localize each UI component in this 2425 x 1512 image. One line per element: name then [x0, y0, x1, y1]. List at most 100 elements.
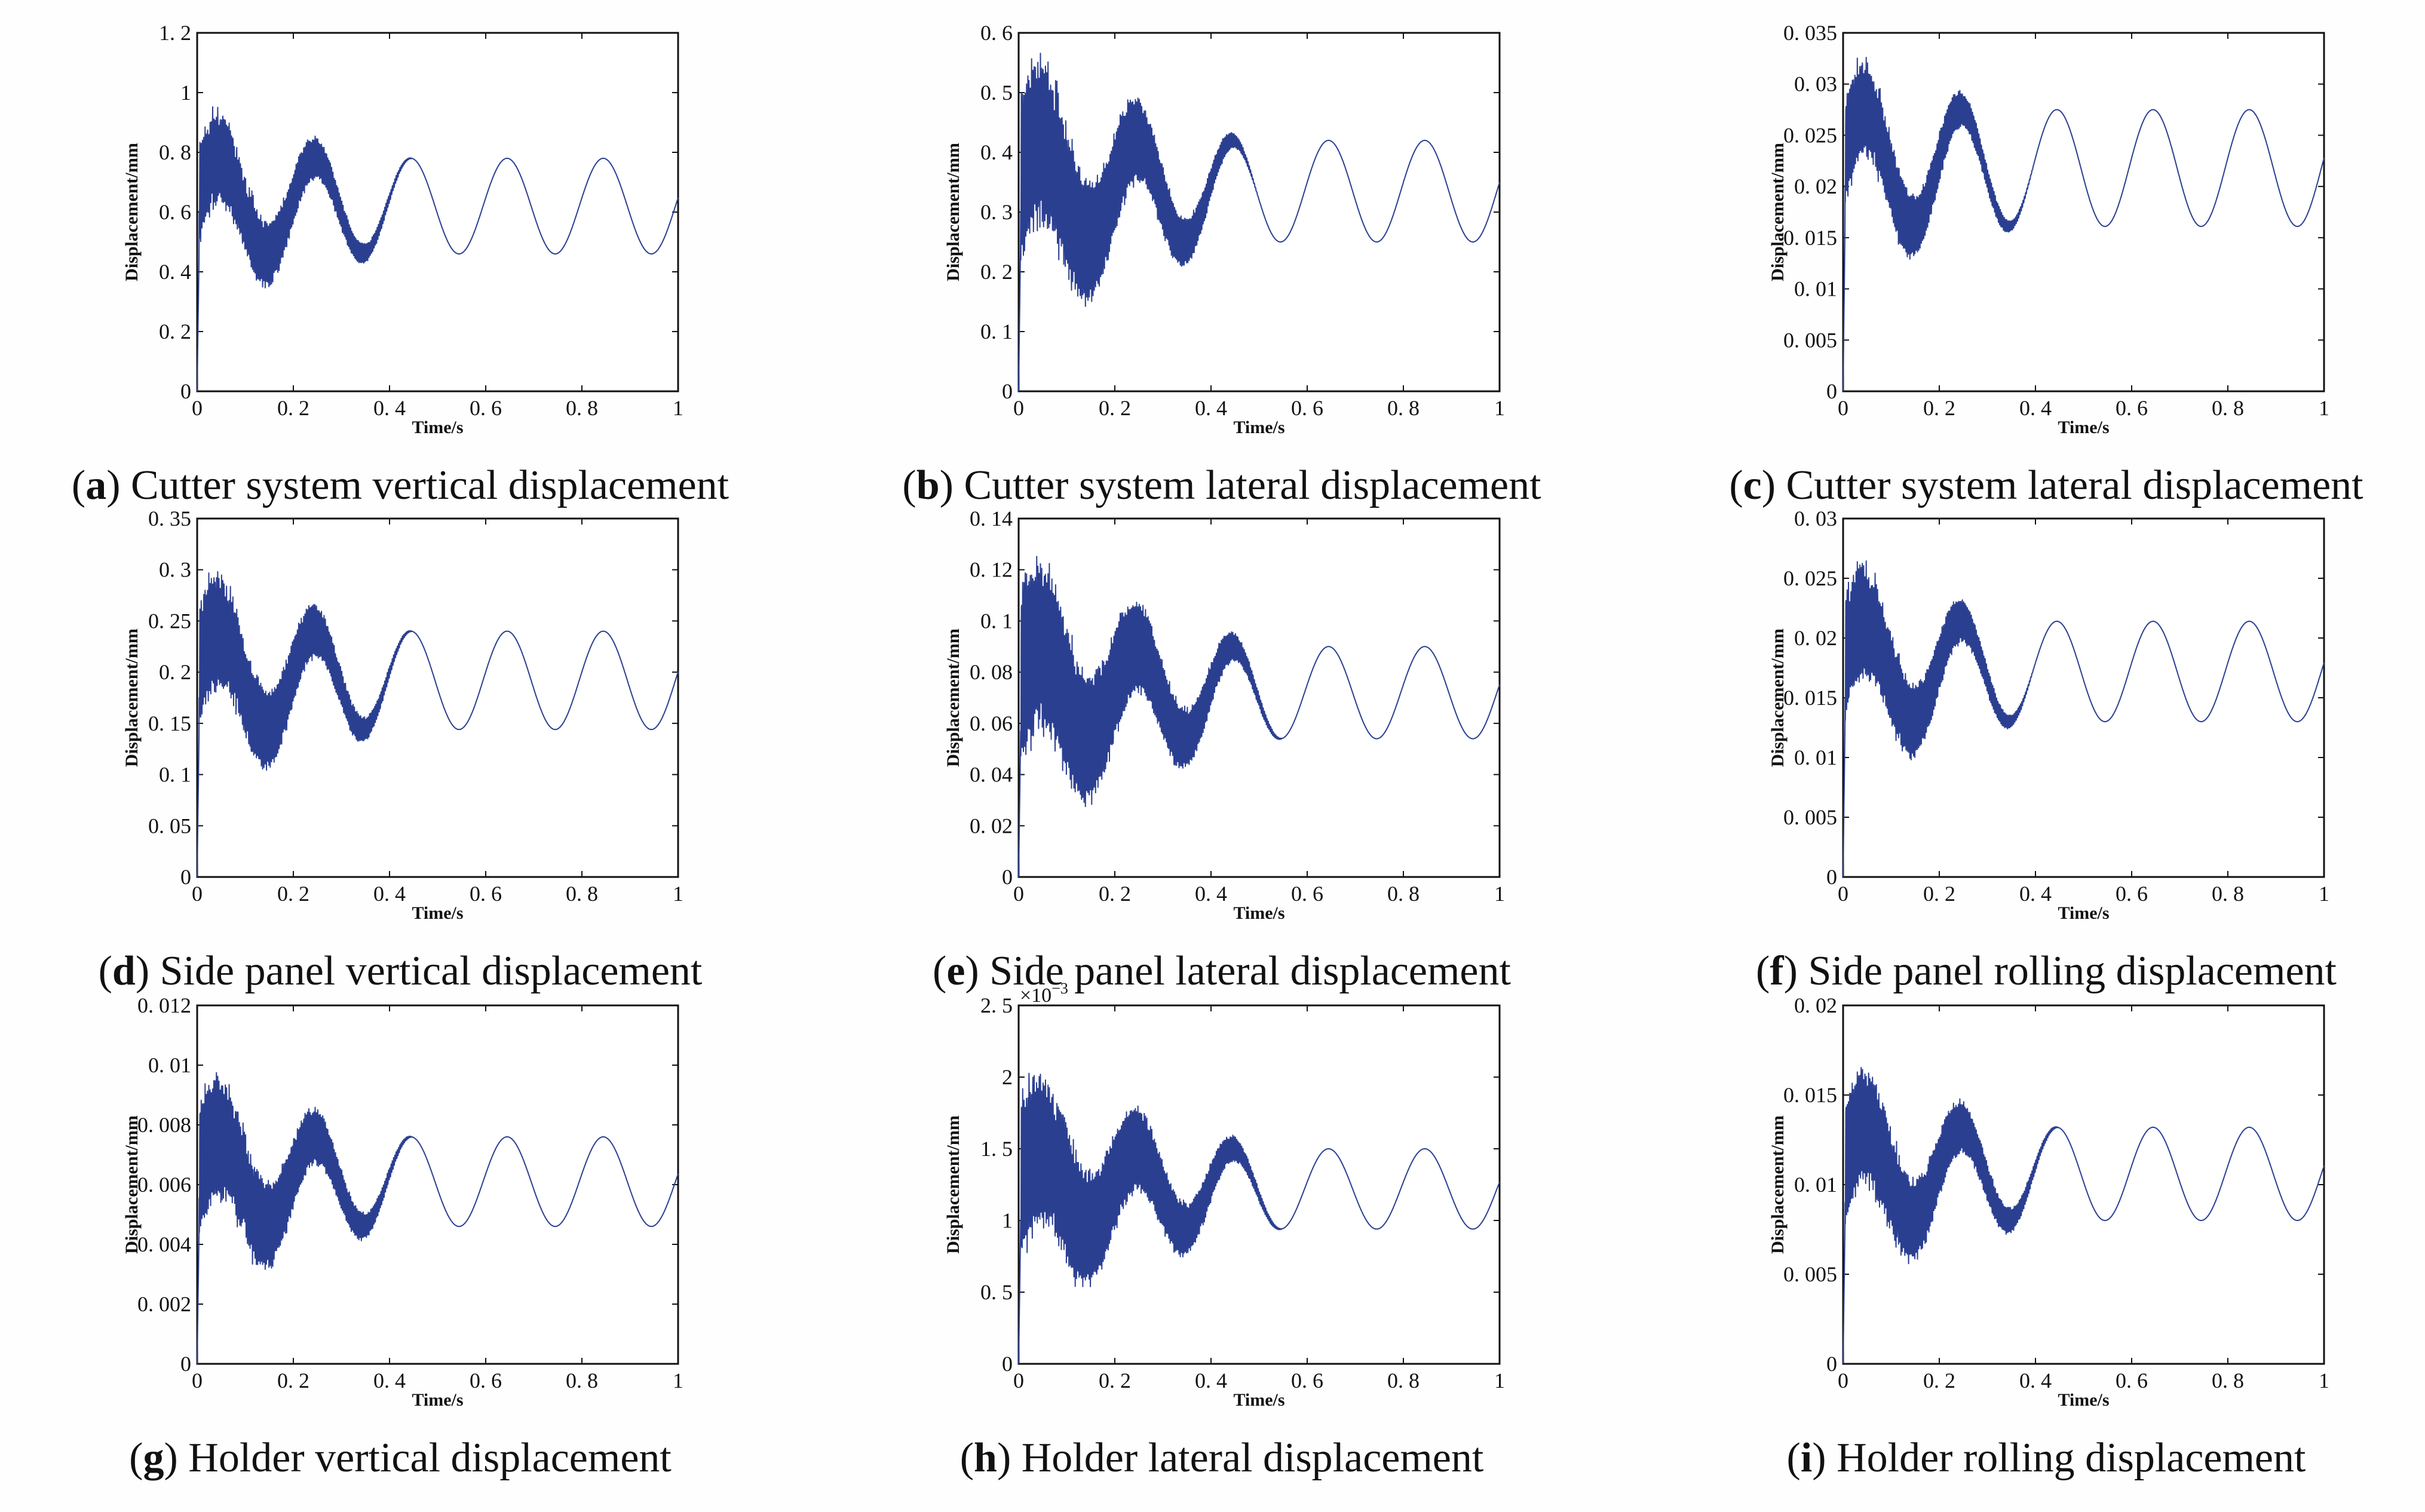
y-axis-label: Displacement/mm	[1768, 143, 1788, 281]
series-line-displacement	[1018, 556, 1500, 878]
x-tick-label: 0. 8	[2212, 1369, 2244, 1393]
x-tick-label: 0. 6	[2116, 1369, 2148, 1393]
x-tick-label: 0	[1013, 1369, 1024, 1393]
y-tick-label: 0. 01	[1794, 277, 1837, 301]
x-tick-label: 0. 2	[1099, 882, 1131, 906]
y-tick-label: 0. 12	[970, 558, 1013, 582]
series-line-displacement	[1018, 1072, 1500, 1364]
y-tick-label: 0. 25	[148, 609, 191, 633]
y-tick-label: 0. 35	[148, 507, 191, 530]
y-tick-label: 0. 1	[980, 320, 1013, 344]
x-tick-label: 0. 2	[1923, 1369, 1955, 1393]
panel-caption: (f) Side panel rolling displacement	[1756, 948, 2337, 994]
x-axis-label: Time/s	[412, 1390, 463, 1410]
y-tick-label: 0. 012	[137, 993, 191, 1017]
x-tick-label: 0. 4	[2019, 396, 2052, 420]
y-tick-label: 1	[1002, 1209, 1013, 1232]
series-line-displacement	[197, 1072, 679, 1364]
y-axis-label: Displacement/mm	[943, 628, 963, 767]
x-axis-label: Time/s	[1233, 903, 1284, 923]
x-tick-label: 0	[1838, 396, 1848, 420]
x-axis-label: Time/s	[412, 903, 463, 923]
x-tick-label: 0. 6	[470, 1369, 502, 1393]
x-tick-label: 0. 2	[277, 882, 309, 906]
x-tick-label: 0. 2	[277, 396, 309, 420]
x-tick-label: 0	[1838, 882, 1848, 906]
x-axis-label: Time/s	[412, 418, 463, 437]
x-tick-label: 0	[192, 882, 203, 906]
x-tick-label: 0	[1013, 396, 1024, 420]
y-tick-label: 0. 01	[148, 1053, 191, 1077]
panel-caption: (e) Side panel lateral displacement	[933, 948, 1511, 994]
y-tick-label: 0. 1	[980, 609, 1013, 633]
y-tick-label: 0	[180, 865, 191, 889]
y-tick-label: 0. 015	[1783, 686, 1837, 710]
y-axis-label: Displacement/mm	[122, 143, 142, 281]
y-tick-label: 1	[180, 81, 191, 105]
y-tick-label: 1. 2	[159, 21, 191, 45]
y-tick-label: 0. 015	[1783, 226, 1837, 250]
x-tick-label: 1	[2319, 396, 2329, 420]
x-tick-label: 0. 4	[2019, 882, 2052, 906]
x-tick-label: 1	[673, 1369, 683, 1393]
x-tick-label: 1	[673, 396, 683, 420]
chart-panel-g: 0 0. 002 0. 004 0. 006 0. 008 0. 01 0. 012 0 0. …	[122, 993, 683, 1481]
y-tick-label: 0. 5	[980, 1280, 1013, 1304]
x-tick-label: 0. 4	[373, 882, 406, 906]
panel-caption: (c) Cutter system lateral displacement	[1729, 462, 2363, 508]
x-axis-label: Time/s	[2058, 418, 2109, 437]
y-tick-label: 0. 05	[148, 814, 191, 838]
series-line-displacement	[1842, 57, 2325, 392]
y-tick-label: 0. 8	[159, 140, 191, 164]
y-axis-label: Displacement/mm	[943, 1115, 963, 1254]
axis-exponent: ×10−3	[1020, 980, 1068, 1007]
y-axis-label: Displacement/mm	[1768, 628, 1788, 767]
chart-panel-f: 0 0. 005 0. 01 0. 015 0. 02 0. 025 0. 03 0 0. 2 0…	[1756, 507, 2337, 994]
x-tick-label: 0. 6	[1291, 1369, 1323, 1393]
panel-caption: (h) Holder lateral displacement	[960, 1435, 1484, 1481]
x-tick-label: 1	[1494, 396, 1505, 420]
y-tick-label: 0. 4	[980, 140, 1013, 164]
chart-panel-c: 0 0. 005 0. 01 0. 015 0. 02 0. 025 0. 03 0. 035…	[1729, 21, 2363, 508]
x-tick-label: 0. 4	[373, 396, 406, 420]
y-tick-label: 0. 004	[137, 1232, 191, 1256]
y-tick-label: 0. 1	[159, 763, 191, 787]
x-tick-label: 0. 8	[1387, 1369, 1420, 1393]
x-tick-label: 0	[192, 1369, 203, 1393]
y-tick-label: 1. 5	[980, 1137, 1013, 1161]
x-tick-label: 0. 4	[1195, 396, 1227, 420]
y-tick-label: 0	[1826, 865, 1837, 889]
panel-caption: (i) Holder rolling displacement	[1787, 1435, 2306, 1481]
y-tick-label: 0. 3	[980, 200, 1013, 224]
y-tick-label: 0. 6	[980, 21, 1013, 45]
y-tick-label: 0. 005	[1783, 328, 1837, 352]
x-tick-label: 0. 6	[470, 882, 502, 906]
x-tick-label: 0. 8	[2212, 396, 2244, 420]
y-tick-label: 0. 03	[1794, 72, 1837, 96]
panel-caption: (d) Side panel vertical displacement	[99, 948, 703, 994]
x-tick-label: 0. 2	[1923, 882, 1955, 906]
panel-caption: (b) Cutter system lateral displacement	[902, 462, 1541, 508]
y-tick-label: 2	[1002, 1065, 1013, 1089]
y-tick-label: 0. 005	[1783, 1262, 1837, 1286]
y-tick-label: 0. 025	[1783, 123, 1837, 147]
y-tick-label: 0. 2	[159, 660, 191, 684]
y-axis-label: Displacement/mm	[122, 1115, 142, 1254]
x-tick-label: 0	[1838, 1369, 1848, 1393]
plot-frame	[1842, 1004, 2325, 1365]
y-tick-label: 0. 02	[1794, 626, 1837, 650]
y-tick-label: 0. 005	[1783, 805, 1837, 829]
x-tick-label: 0. 6	[470, 396, 502, 420]
x-tick-label: 0. 8	[566, 882, 598, 906]
y-axis-label: Displacement/mm	[1768, 1115, 1788, 1254]
y-tick-label: 0. 08	[970, 660, 1013, 684]
x-tick-label: 0	[192, 396, 203, 420]
x-tick-label: 0. 6	[1291, 882, 1323, 906]
series-line-displacement	[1842, 560, 2325, 878]
y-axis-label: Displacement/mm	[122, 628, 142, 767]
x-tick-label: 0. 2	[277, 1369, 309, 1393]
x-tick-label: 1	[1494, 882, 1505, 906]
y-tick-label: 0. 04	[970, 763, 1013, 787]
y-tick-label: 0. 01	[1794, 1173, 1837, 1197]
